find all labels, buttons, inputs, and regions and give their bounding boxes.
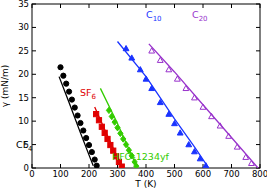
point [86,142,91,147]
point [61,73,66,78]
y-tick [32,97,36,98]
x-tick [174,4,175,8]
y-tick [32,27,36,28]
y-tick [32,50,36,51]
x-tick-label: 600 [195,169,211,179]
point [78,120,83,125]
x-tick-label: 800 [252,169,267,179]
x-axis-label: T (K) [134,179,156,189]
series-label: C20 [192,9,208,23]
x-tick-label: 200 [81,169,97,179]
model-line [59,77,93,166]
model-line [149,44,258,168]
y-tick [256,97,260,98]
y-tick-label: 10 [18,116,29,126]
chart: 010020030040050060070080005101520253035T… [0,0,267,189]
x-tick [32,164,33,168]
point [72,105,77,110]
y-tick [256,121,260,122]
point [84,135,89,140]
point [81,128,86,133]
point [58,65,63,70]
x-tick [60,164,61,168]
x-tick [89,164,90,168]
y-tick-label: 20 [18,69,29,79]
x-tick [32,4,33,8]
y-tick [256,50,260,51]
y-tick [256,144,260,145]
x-tick [117,4,118,8]
y-tick [32,4,36,5]
series-label: SF6 [80,87,97,101]
y-tick-label: 25 [18,46,29,56]
x-tick-label: 500 [166,169,182,179]
y-tick [256,27,260,28]
series-label: C10 [146,9,162,23]
y-tick [32,168,36,169]
x-tick [60,4,61,8]
model-line [118,41,209,168]
point [75,113,80,118]
x-tick [89,4,90,8]
y-tick-label: 30 [18,22,29,32]
y-tick [256,4,260,5]
y-tick-label: 15 [18,93,29,103]
series-label: HFO-1234yf [112,151,170,162]
x-tick [231,4,232,8]
x-tick [146,4,147,8]
x-tick [260,164,261,168]
series-label: CF4 [16,139,33,153]
y-tick [32,144,36,145]
x-tick-label: 700 [223,169,239,179]
x-tick-label: 0 [29,169,34,179]
x-tick [231,164,232,168]
y-tick [32,74,36,75]
x-tick [174,164,175,168]
x-tick-label: 400 [138,169,154,179]
y-tick-label: 35 [18,0,29,9]
y-axis-label: γ (mN/m) [0,65,10,108]
y-tick [32,121,36,122]
point [64,81,69,86]
y-tick [256,74,260,75]
x-tick-label: 300 [109,169,125,179]
point [66,89,71,94]
marks [58,41,258,168]
x-tick [203,4,204,8]
plot-frame [32,4,260,168]
x-tick [260,4,261,8]
point [89,149,94,154]
x-tick [146,164,147,168]
x-tick-label: 100 [52,169,68,179]
y-tick-label: 0 [24,163,29,173]
point [94,163,99,168]
point [92,157,97,162]
point [69,97,74,102]
